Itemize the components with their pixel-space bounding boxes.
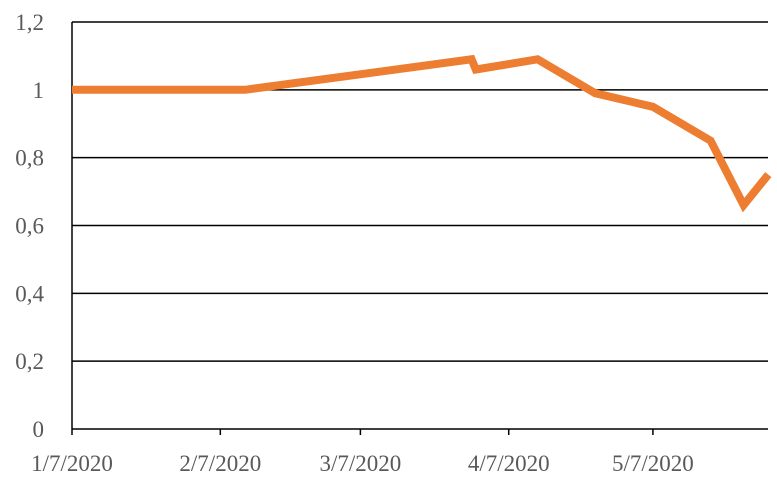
y-tick-label: 1 xyxy=(33,78,45,103)
series xyxy=(71,54,772,213)
x-tick-label: 2/7/2020 xyxy=(179,451,261,476)
y-tick-label: 0,2 xyxy=(15,349,44,374)
y-tick-label: 1,2 xyxy=(15,10,44,35)
y-tick-label: 0 xyxy=(33,417,45,442)
y-tick-label: 0,6 xyxy=(15,214,44,239)
x-tick-label: 1/7/2020 xyxy=(31,451,113,476)
gridlines xyxy=(72,21,768,362)
y-tick-label: 0,8 xyxy=(15,146,44,171)
series-line xyxy=(72,54,772,213)
x-tick-label: 4/7/2020 xyxy=(468,451,550,476)
x-tick-label: 5/7/2020 xyxy=(612,451,694,476)
y-tick-labels: 0 0,2 0,4 0,6 0,8 1 1,2 xyxy=(15,10,44,442)
y-tick-label: 0,4 xyxy=(15,281,44,306)
x-tick-labels: 1/7/2020 2/7/2020 3/7/2020 4/7/2020 5/7/2020 xyxy=(31,451,694,476)
axes xyxy=(71,22,768,435)
x-tick-label: 3/7/2020 xyxy=(320,451,402,476)
